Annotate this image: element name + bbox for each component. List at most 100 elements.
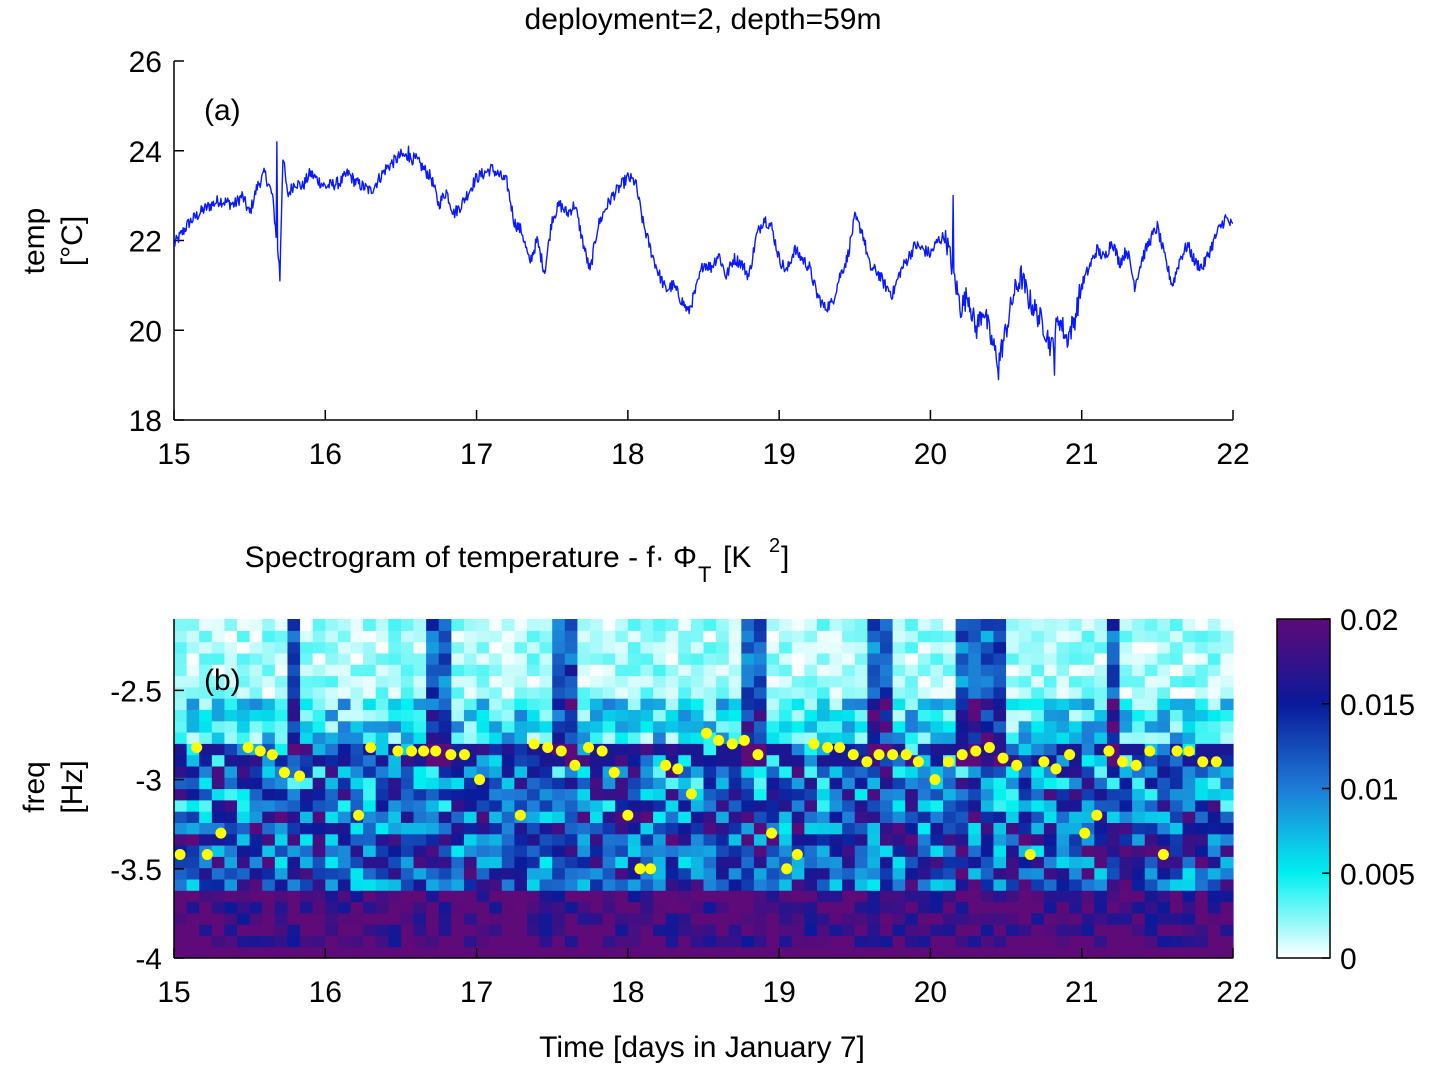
heatmap-cell — [816, 698, 831, 710]
heatmap-cell — [363, 619, 377, 631]
heatmap-cell — [1056, 811, 1070, 823]
heatmap-cell — [993, 845, 1007, 857]
heatmap-cell — [892, 777, 906, 790]
bottom-chart-axes: 15 16 17 18 19 20 21 22-4-3.5-3-2.5 — [110, 619, 1250, 1009]
heatmap-cell — [980, 924, 995, 936]
heatmap-cell — [829, 765, 843, 778]
heatmap-cell — [968, 709, 982, 722]
heatmap-cell — [1207, 630, 1221, 643]
heatmap-cell — [1119, 867, 1133, 880]
heatmap-cell — [1018, 890, 1032, 903]
heatmap-cell — [1069, 946, 1083, 959]
heatmap-cell — [665, 630, 679, 643]
heatmap-cell — [728, 912, 742, 925]
heatmap-cell — [791, 630, 805, 643]
heatmap-cell — [1144, 765, 1158, 778]
heatmap-cell — [1169, 777, 1184, 790]
heatmap-cell — [741, 799, 755, 812]
heatmap-cell — [1106, 935, 1121, 948]
heatmap-cell — [1006, 799, 1020, 812]
heatmap-cell — [539, 890, 553, 903]
heatmap-cell — [476, 935, 490, 948]
heatmap-cell — [1056, 946, 1070, 959]
heatmap-cell — [753, 878, 768, 891]
heatmap-cell — [577, 630, 591, 643]
heatmap-cell — [224, 743, 238, 756]
heatmap-cell — [829, 856, 843, 869]
bottom-x-tick-label: 15 — [157, 976, 190, 1009]
heatmap-cell — [930, 901, 944, 914]
heatmap-cell — [943, 664, 957, 677]
peak-marker — [254, 745, 266, 757]
heatmap-cell — [514, 856, 528, 869]
heatmap-cell — [854, 754, 868, 767]
heatmap-cell — [980, 822, 995, 835]
heatmap-cell — [1069, 867, 1083, 880]
heatmap-cell — [943, 743, 957, 756]
heatmap-cell — [476, 686, 490, 699]
heatmap-cell — [1081, 822, 1095, 835]
heatmap-cell — [590, 743, 604, 756]
heatmap-cell — [1056, 675, 1070, 688]
heatmap-cell — [1207, 946, 1221, 959]
heatmap-cell — [1207, 901, 1221, 914]
heatmap-cell — [438, 698, 452, 710]
heatmap-cell — [489, 867, 503, 880]
heatmap-cell — [1081, 698, 1095, 710]
heatmap-cell — [463, 698, 478, 710]
heatmap-cell — [527, 799, 541, 812]
heatmap-cell — [337, 901, 352, 914]
heatmap-cell — [854, 924, 868, 936]
heatmap-cell — [917, 777, 932, 790]
heatmap-cell — [274, 845, 289, 857]
heatmap-cell — [224, 765, 238, 778]
heatmap-cell — [1094, 845, 1108, 857]
peak-marker — [215, 827, 227, 839]
heatmap-cell — [174, 652, 188, 665]
heatmap-cell — [174, 811, 188, 823]
heatmap-cell — [1106, 664, 1121, 677]
heatmap-cell — [867, 878, 881, 891]
heatmap-cell — [1106, 686, 1121, 699]
heatmap-cell — [1069, 856, 1083, 869]
heatmap-cell — [1069, 845, 1083, 857]
heatmap-cell — [325, 698, 339, 710]
heatmap-cell — [564, 924, 579, 936]
heatmap-cell — [287, 799, 301, 812]
heatmap-cell — [1207, 743, 1221, 756]
heatmap-cell — [312, 946, 326, 959]
heatmap-cell — [829, 788, 843, 801]
heatmap-cell — [905, 698, 919, 710]
heatmap-cell — [350, 664, 364, 677]
heatmap-cell — [514, 833, 528, 846]
heatmap-cell — [224, 799, 238, 812]
heatmap-cell — [463, 720, 478, 733]
heatmap-cell — [1157, 732, 1171, 744]
heatmap-cell — [753, 754, 768, 767]
heatmap-cell — [1195, 777, 1209, 790]
heatmap-cell — [716, 833, 730, 846]
heatmap-cell — [539, 652, 553, 665]
heatmap-cell — [564, 652, 579, 665]
heatmap-cell — [804, 619, 818, 631]
peak-marker — [1144, 745, 1156, 757]
heatmap-cell — [653, 652, 667, 665]
heatmap-cell — [1195, 652, 1209, 665]
heatmap-cell — [804, 867, 818, 880]
heatmap-cell — [930, 878, 944, 891]
heatmap-cell — [388, 652, 402, 665]
heatmap-cell — [930, 664, 944, 677]
heatmap-cell — [1018, 845, 1032, 857]
heatmap-cell — [665, 856, 679, 869]
heatmap-cell — [1069, 743, 1083, 756]
heatmap-cell — [224, 845, 238, 857]
heatmap-cell — [829, 619, 843, 631]
heatmap-cell — [463, 630, 478, 643]
heatmap-cell — [174, 901, 188, 914]
heatmap-cell — [1081, 924, 1095, 936]
heatmap-cell — [501, 822, 515, 835]
heatmap-cell — [728, 630, 742, 643]
heatmap-cell — [1169, 788, 1184, 801]
peak-marker — [514, 809, 526, 821]
heatmap-cell — [653, 867, 667, 880]
